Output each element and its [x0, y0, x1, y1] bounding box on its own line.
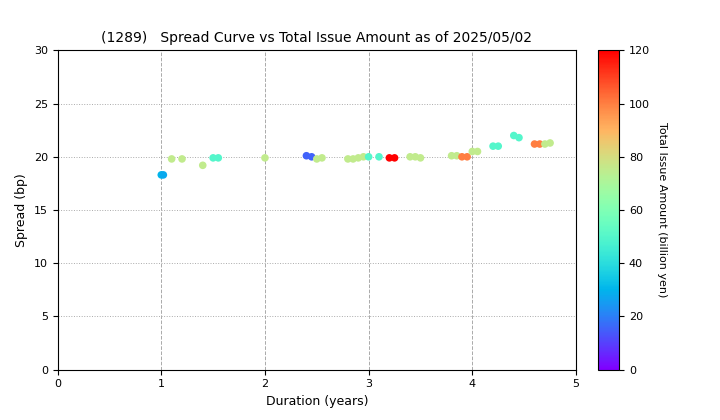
- Point: [415, 155, 426, 161]
- Point: [301, 152, 312, 159]
- Point: [358, 153, 369, 160]
- Point: [513, 134, 525, 141]
- Point: [342, 155, 354, 162]
- Point: [456, 153, 468, 160]
- Point: [544, 139, 556, 146]
- Y-axis label: Spread (bp): Spread (bp): [15, 173, 28, 247]
- Point: [316, 155, 328, 161]
- Point: [410, 153, 421, 160]
- Point: [259, 155, 271, 161]
- Point: [492, 143, 504, 150]
- Title: (1289)   Spread Curve vs Total Issue Amount as of 2025/05/02: (1289) Spread Curve vs Total Issue Amoun…: [102, 31, 532, 45]
- Point: [158, 171, 169, 178]
- Point: [156, 171, 167, 178]
- Point: [405, 153, 416, 160]
- Point: [176, 155, 188, 162]
- Point: [446, 152, 457, 159]
- Point: [212, 155, 224, 161]
- Point: [384, 155, 395, 161]
- X-axis label: Duration (years): Duration (years): [266, 395, 368, 408]
- Point: [508, 132, 520, 139]
- Point: [451, 152, 462, 159]
- Point: [207, 155, 219, 161]
- Point: [528, 141, 540, 147]
- Point: [166, 155, 177, 162]
- Point: [487, 143, 499, 150]
- Point: [197, 162, 209, 169]
- Point: [306, 153, 318, 160]
- Y-axis label: Total Issue Amount (billion yen): Total Issue Amount (billion yen): [657, 122, 667, 298]
- Point: [462, 153, 473, 160]
- Point: [467, 148, 478, 155]
- Point: [539, 141, 551, 147]
- Point: [347, 155, 359, 162]
- Point: [363, 153, 374, 160]
- Point: [311, 155, 323, 162]
- Point: [389, 155, 400, 161]
- Point: [534, 141, 546, 147]
- Point: [373, 153, 384, 160]
- Point: [353, 155, 364, 161]
- Point: [472, 148, 483, 155]
